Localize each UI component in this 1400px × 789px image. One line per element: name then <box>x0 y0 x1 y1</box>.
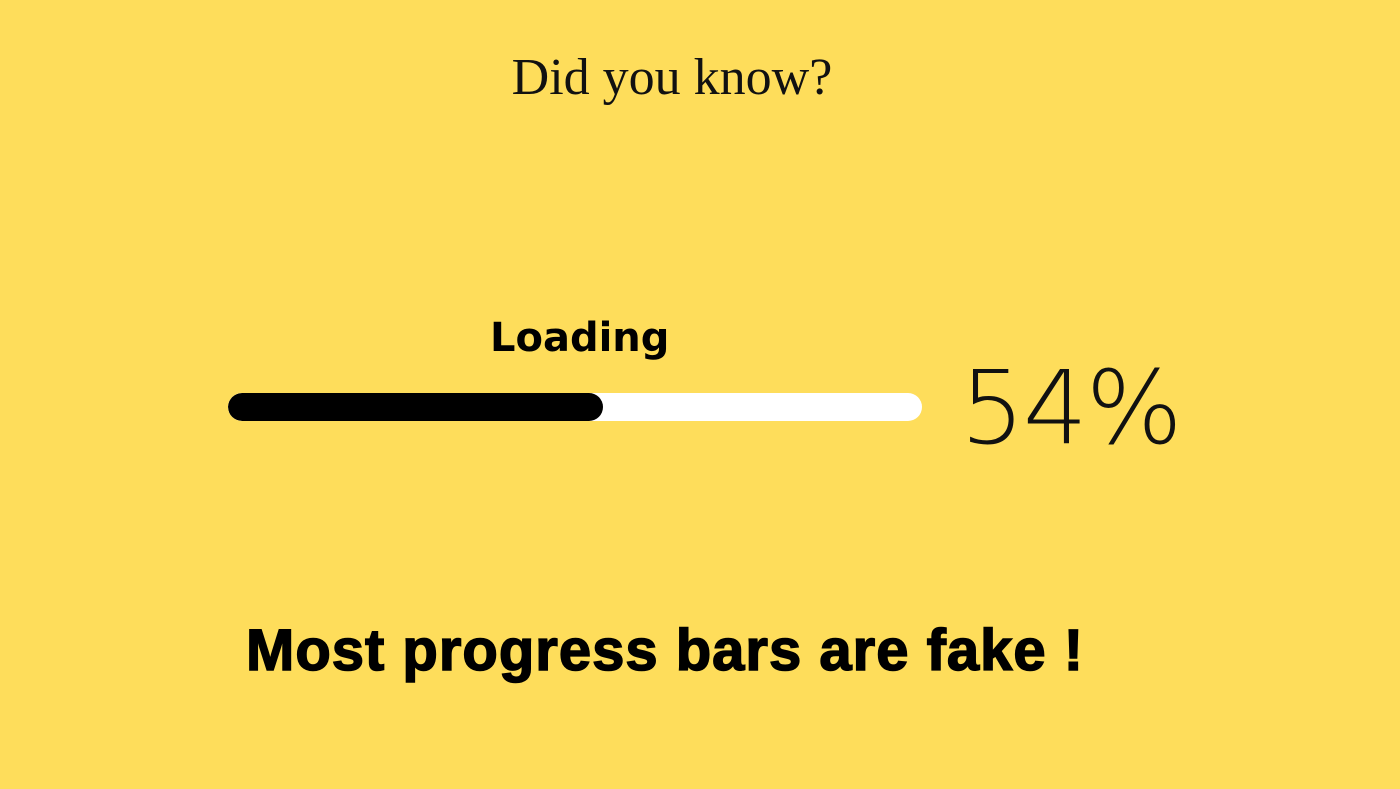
headline: Did you know? <box>511 49 833 106</box>
percent-readout: 54% <box>960 349 1183 468</box>
progress-fill <box>228 393 603 421</box>
loading-label: Loading <box>490 315 670 361</box>
tagline: Most progress bars are fake ! <box>245 618 1085 683</box>
progress-track <box>228 393 922 421</box>
